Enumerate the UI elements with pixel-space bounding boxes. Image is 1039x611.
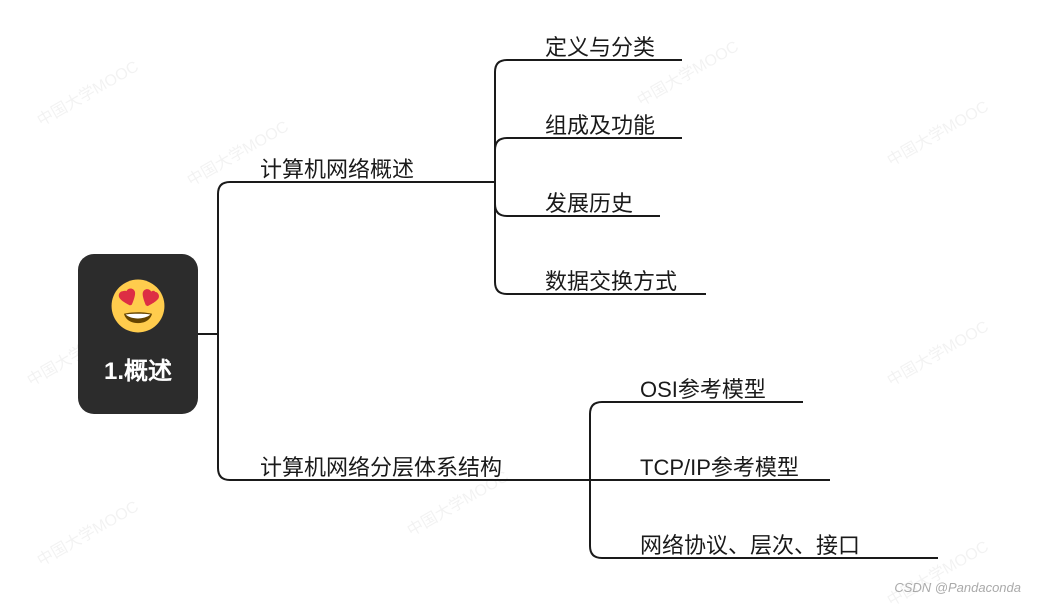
watermark: 中国大学MOOC xyxy=(32,53,143,131)
leaf-data-switching: 数据交换方式 xyxy=(545,264,677,296)
leaf-protocol-layer-interface: 网络协议、层次、接口 xyxy=(640,528,860,560)
heart-eyes-emoji-icon xyxy=(110,278,166,334)
leaf-tcpip-model: TCP/IP参考模型 xyxy=(640,450,799,482)
watermark: 中国大学MOOC xyxy=(882,313,993,391)
root-label: 1.概述 xyxy=(78,351,198,386)
branch-label-layered-architecture: 计算机网络分层体系结构 xyxy=(260,450,502,482)
credit-text: CSDN @Pandaconda xyxy=(894,580,1021,595)
watermark: 中国大学MOOC xyxy=(882,93,993,171)
leaf-composition-function: 组成及功能 xyxy=(545,108,655,140)
watermark: 中国大学MOOC xyxy=(882,533,993,611)
branch-label-overview: 计算机网络概述 xyxy=(260,152,414,184)
leaf-definition-classification: 定义与分类 xyxy=(545,30,655,62)
watermark: 中国大学MOOC xyxy=(32,493,143,571)
root-node: 1.概述 xyxy=(78,254,198,414)
leaf-history: 发展历史 xyxy=(545,186,633,218)
leaf-osi-model: OSI参考模型 xyxy=(640,372,766,404)
